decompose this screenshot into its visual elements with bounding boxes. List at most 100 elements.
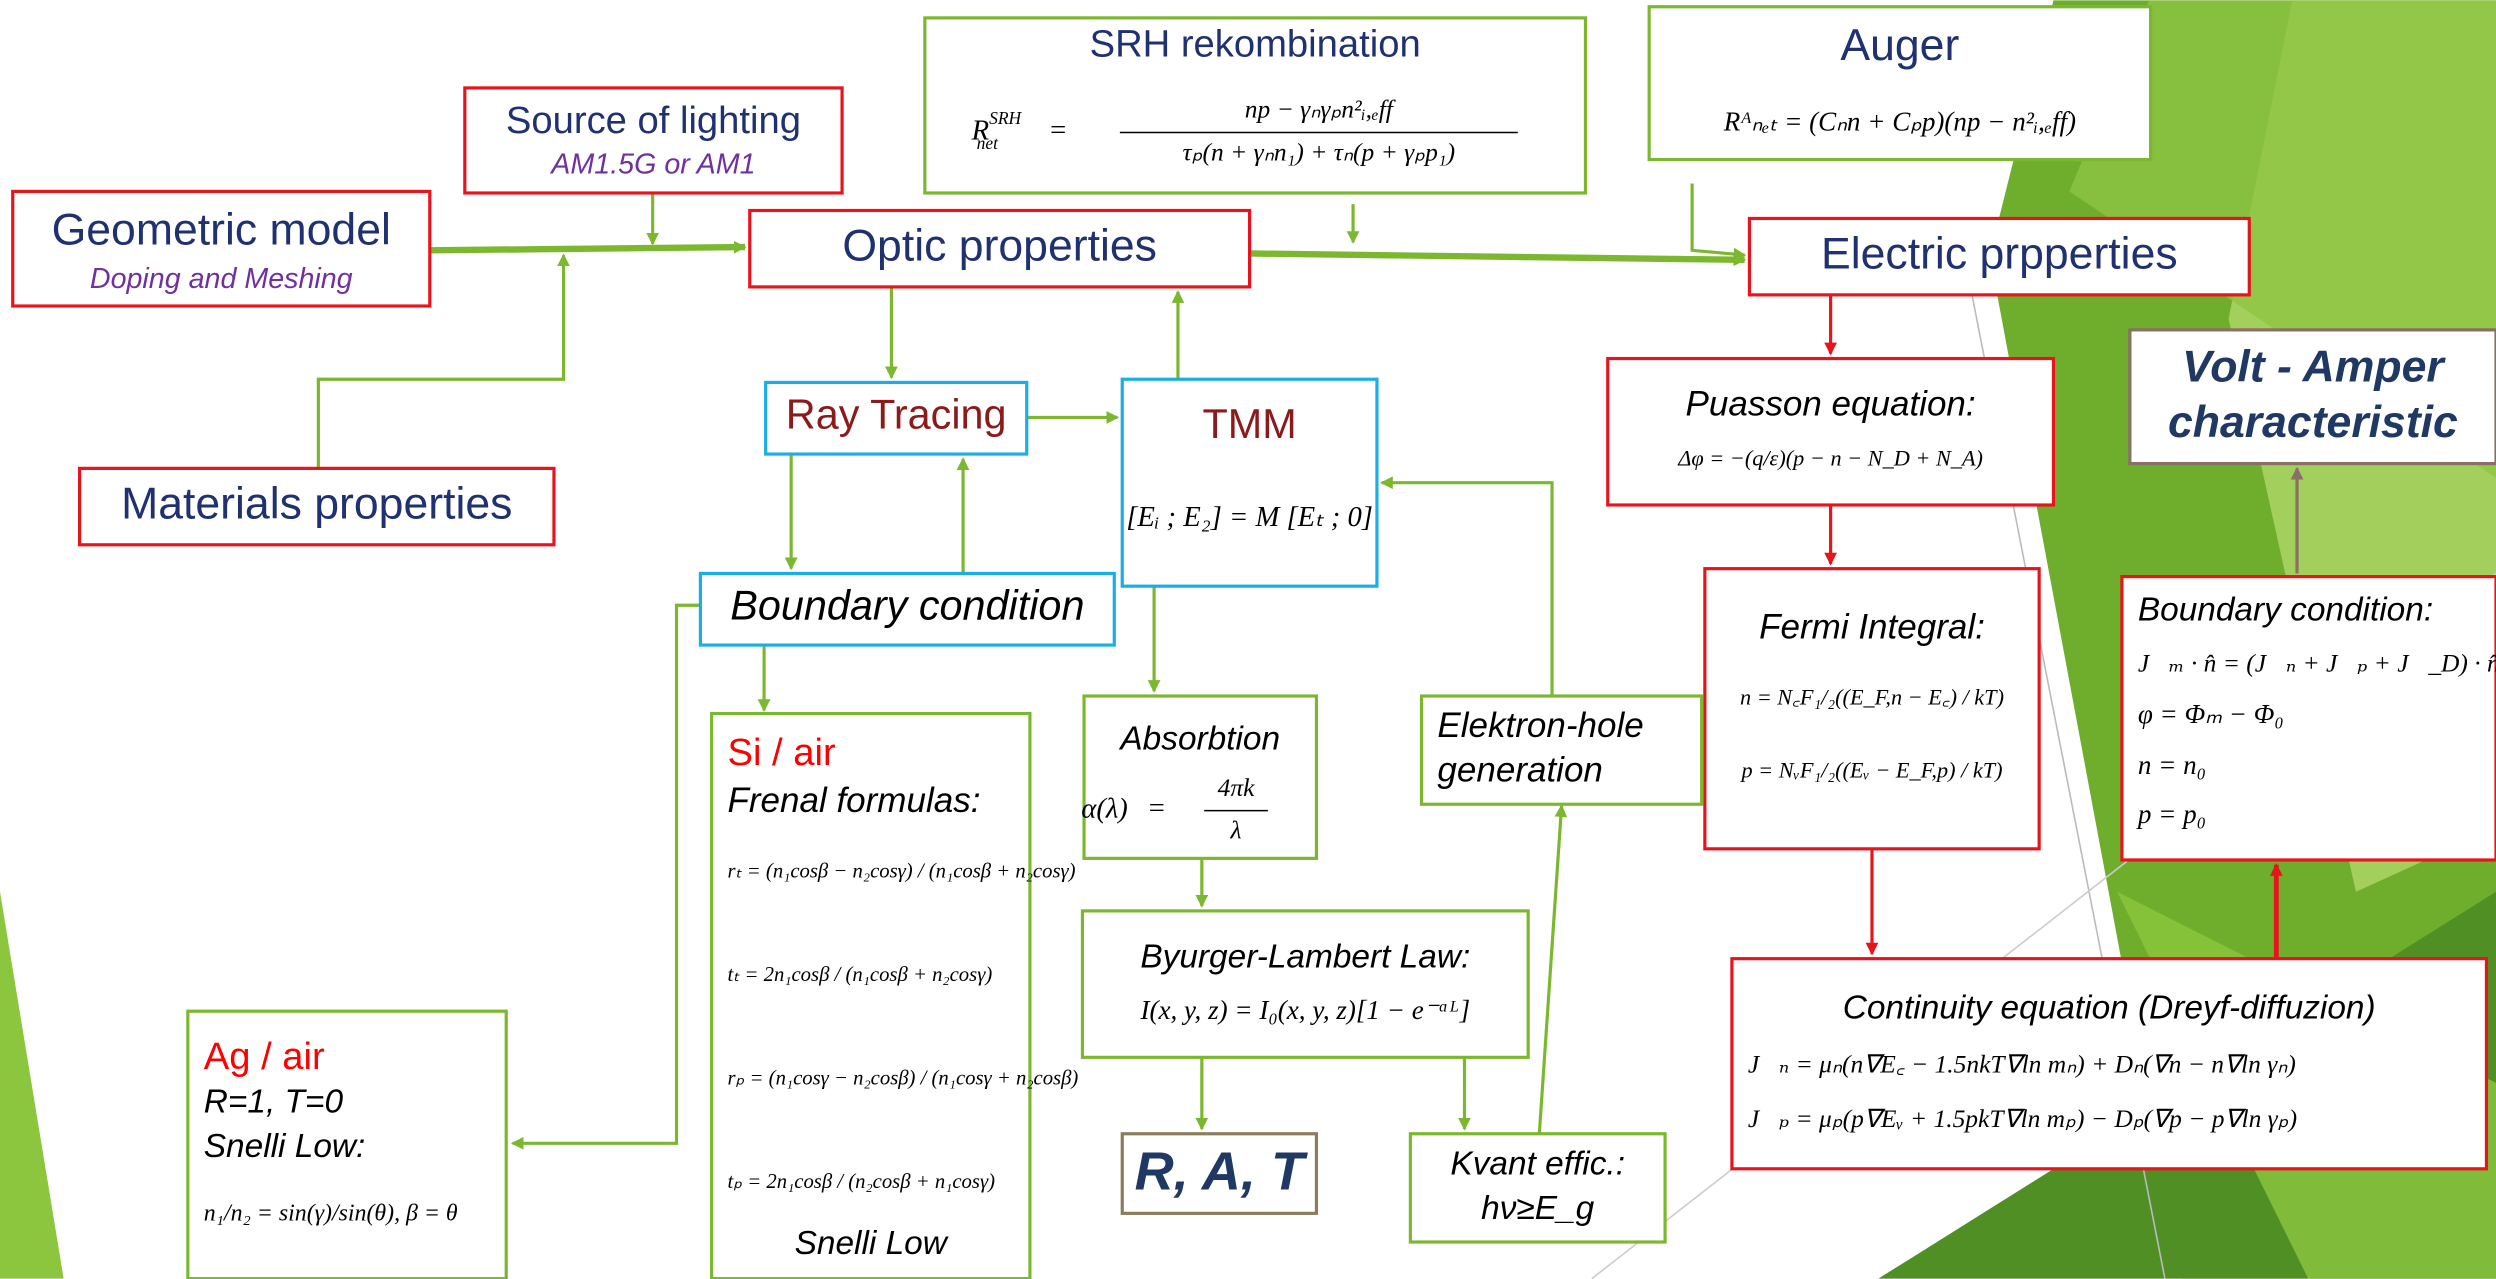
node-box [1606,356,2056,507]
node: Electric prpperties [1747,216,2251,297]
formula-denominator: τₚ(n + γₙn₁) + τₙ(p + γₚp₁) [1183,138,1456,167]
node-line: tₚ = 2n₁cosβ / (n₂cosβ + n₁cosγ) [727,1171,995,1193]
node-title: Puasson equation: [1686,385,1976,424]
node-line: [Eᵢ ; E₂] = M [Eₜ ; 0] [1126,501,1373,533]
node-footer: Snelli Low [795,1225,949,1262]
node: Ray Tracing [764,380,1029,456]
node: Fermi Integral: n = N꜀F₁/₂((E_F,n − E꜀) /… [1703,567,2041,851]
node-box [698,571,1116,647]
node-line: rₜ = (n₁cosβ − n₂cosγ) / (n₁cosβ + n₂cos… [727,860,1075,882]
node-title: Ray Tracing [786,391,1007,437]
node-line: Volt - Amper [2182,342,2446,391]
arrow [429,240,747,254]
node: Kvant effic.: hν≥E_g [1408,1132,1667,1244]
node-box [1647,5,2153,162]
node-title: TMM [1202,401,1296,447]
formula-symbol: α(λ) [1081,792,1128,824]
node-box [1080,909,1530,1059]
node-title: Ag / air [204,1035,325,1078]
node-box [2128,328,2496,466]
node-box [2120,575,2496,862]
node-box [1120,1132,1319,1215]
node-title: Optic properties [842,221,1157,270]
node: Source of lighting AM1.5G or AM1 [463,86,844,195]
node-title: Electric prpperties [1821,229,2178,278]
node-line: n = n₀ [2138,750,2206,780]
node-subtitle: Doping and Meshing [90,263,353,295]
node-title: Byurger-Lambert Law: [1140,938,1470,975]
node-line: J⃗ₙ = μₙ(n∇E꜀ − 1.5nkT∇ln mₙ) + Dₙ(∇n − … [1748,1050,2296,1079]
node-subtitle: AM1.5G or AM1 [549,148,755,180]
node-line: n = N꜀F₁/₂((E_F,n − E꜀) / kT) [1740,684,2004,709]
node-title: Absorbtion [1118,720,1280,757]
node: SRH rekombination RSRH net = np − γₙγₚn²ᵢ,ₑf… [923,16,1588,195]
node-title: SRH rekombination [1090,23,1421,66]
node: Geometric model Doping and Meshing [11,189,432,308]
node-line: p = NᵥF₁/₂((Eᵥ − E_F,p) / kT) [1739,758,2002,783]
boxes: Geometric model Doping and Meshing Source … [11,5,2496,1279]
node-line: R=1, T=0 [204,1083,344,1120]
node-box [764,380,1029,456]
node: Absorbtion α(λ) = 4πk λ [1081,694,1319,860]
node-line: I(x, y, z) = I₀(x, y, z)[1 − e⁻ᵅᴸ] [1140,995,1471,1025]
formula-numerator: np − γₙγₚn²ᵢ,ₑff [1245,95,1396,124]
node-box [463,86,844,195]
arrow [1380,476,1554,697]
node-box [78,466,556,547]
formula-symbol: R [971,114,990,146]
node-box [11,189,432,308]
node-box [1747,216,2251,297]
node-line: Kvant effic.: [1450,1145,1625,1182]
node-box [1082,694,1319,860]
node: Ag / air R=1, T=0 Snelli Low: n₁/n₂ = sin(γ… [186,1009,508,1279]
node-title: Geometric model [52,206,391,255]
formula-lhs: α(λ) [1081,792,1128,824]
formula-lhs: RSRH net [971,108,1023,153]
node-line: n₁/n₂ = sin(γ)/sin(θ), β = θ [204,1200,458,1226]
node: Optic properties [748,208,1252,289]
node-subtitle: Frenal formulas: [727,781,980,820]
node: Boundary condition [698,571,1116,647]
arrow [1249,250,1747,267]
arrow [1690,183,1747,261]
node-line: p = p₀ [2136,799,2206,829]
node-title: R, A, T [1135,1141,1308,1201]
node: Si / air Frenal formulas: rₜ = (n₁cosβ − n… [709,711,1078,1279]
node: Byurger-Lambert Law: I(x, y, z) = I₀(x, y… [1080,909,1530,1059]
node: R, A, T [1120,1132,1319,1215]
formula-numerator: 4πk [1218,773,1255,802]
formula-sub: net [977,133,1000,153]
arrows [316,183,2304,1150]
node-box [186,1009,508,1279]
node-line: Snelli Low: [204,1128,366,1165]
node: Auger Rᴬₙₑₜ = (Cₙn + Cₚp)(np − n²ᵢ,ₑff) [1647,5,2153,162]
node-line: J⃗ₘ · n̂ = (J⃗ₙ + J⃗ₚ + J⃗_D) · n̂ [2138,649,2496,678]
node-box [1730,957,2489,1171]
node-title: Fermi Integral: [1759,607,1985,646]
node-line: hν≥E_g [1481,1190,1594,1227]
formula-denominator: λ [1230,816,1242,845]
arrow [1537,804,1568,1134]
node-line: Elektron-hole [1437,706,1643,745]
node-box [1120,377,1379,588]
node: Continuity equation (Dreyf-diffuzion) J⃗ₙ… [1730,957,2489,1171]
formula-eq: = [1048,114,1067,146]
node-box [1703,567,2041,851]
node: Volt - Amper characteristic [2128,328,2496,466]
node-line: tₜ = 2n₁cosβ / (n₁cosβ + n₂cosγ) [727,964,992,986]
node-title: Boundary condition [730,582,1084,628]
node-title: Si / air [727,731,836,774]
node: TMM [Eᵢ ; E₂] = M [Eₜ ; 0] [1120,377,1379,588]
node: Materials properties [78,466,556,547]
node-title: Auger [1840,21,1959,70]
node-line: Rᴬₙₑₜ = (Cₙn + Cₚp)(np − n²ᵢ,ₑff) [1723,107,2076,137]
node-box [923,16,1588,195]
arrow [316,253,570,469]
node-line: J⃗ₚ = μₚ(p∇Eᵥ + 1.5pkT∇ln mₚ) − Dₚ(∇p − … [1748,1104,2297,1133]
node-title: Source of lighting [506,99,801,142]
node-box [709,711,1032,1279]
formula-eq: = [1147,792,1166,824]
node-line: characteristic [2168,398,2458,447]
node: Puasson equation: Δφ = −(q/ε)(p − n − N_D… [1606,356,2056,507]
